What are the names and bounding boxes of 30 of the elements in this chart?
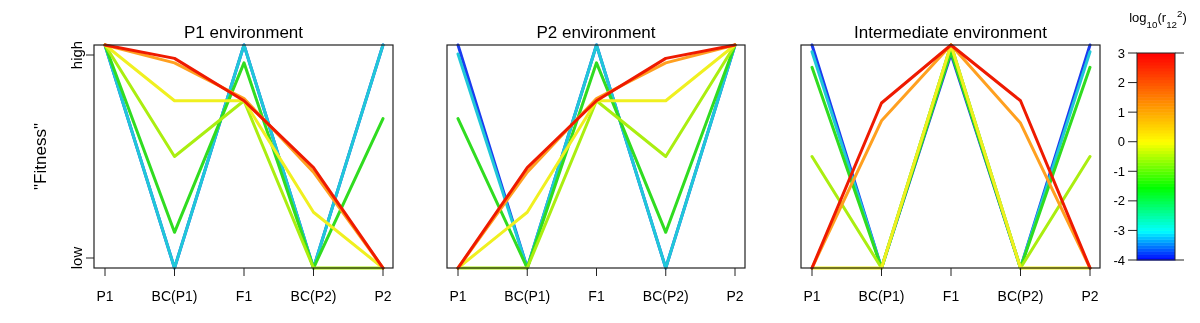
x-tick-label: P2 bbox=[1081, 288, 1099, 304]
x-tick-label: BC(P1) bbox=[504, 288, 551, 304]
x-tick-label: P2 bbox=[374, 288, 392, 304]
x-tick-label: BC(P1) bbox=[858, 288, 905, 304]
x-tick-label: BC(P2) bbox=[642, 288, 689, 304]
x-tick-label: P1 bbox=[96, 288, 114, 304]
x-tick-label: P2 bbox=[726, 288, 744, 304]
x-tick-label: BC(P2) bbox=[997, 288, 1044, 304]
x-tick-label: BC(P1) bbox=[151, 288, 198, 304]
color-bar-label: -2 bbox=[1113, 193, 1125, 209]
color-bar-title: log$_{10}$(r$_{12}$$^{2}$) bbox=[1129, 7, 1187, 30]
x-tick-label: F1 bbox=[588, 288, 605, 304]
color-bar-label: -1 bbox=[1113, 163, 1125, 179]
y-axis-title: "Fitness" bbox=[31, 123, 50, 190]
x-tick-label: F1 bbox=[235, 288, 253, 304]
color-bar-label: 1 bbox=[1117, 104, 1125, 120]
x-tick-label: P1 bbox=[803, 288, 821, 304]
chart-title: Intermediate environment bbox=[854, 23, 1048, 42]
text: low bbox=[68, 246, 85, 270]
color-bar-label: 3 bbox=[1117, 45, 1125, 61]
chart-title: P2 environment bbox=[536, 23, 656, 42]
text: high bbox=[68, 40, 85, 70]
color-bar-label: -3 bbox=[1113, 222, 1125, 238]
color-bar-label: 0 bbox=[1117, 134, 1125, 150]
chart-title: P1 environment bbox=[183, 23, 304, 42]
x-tick-label: BC(P2) bbox=[290, 288, 337, 304]
color-bar-label: 2 bbox=[1117, 75, 1125, 91]
x-tick-label: F1 bbox=[942, 288, 960, 304]
x-tick-label: P1 bbox=[449, 288, 467, 304]
color-bar-label: -4 bbox=[1113, 252, 1125, 268]
